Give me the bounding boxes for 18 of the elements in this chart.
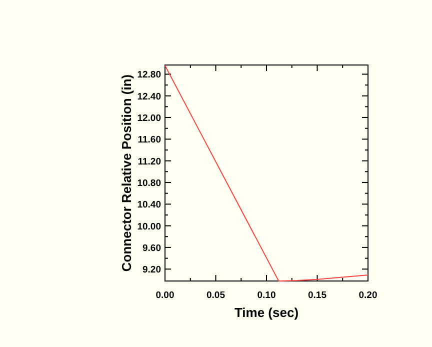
y-tick-label: 11.20: [138, 156, 161, 168]
y-tick-label: 10.80: [137, 178, 161, 189]
y-tick-label: 12.40: [137, 91, 161, 102]
y-tick-label: 12.80: [137, 70, 161, 81]
y-tick-label: 12.00: [137, 113, 161, 124]
y-tick-label: 10.40: [137, 200, 161, 211]
y-tick-label: 10.00: [137, 221, 161, 232]
x-tick-label: 0.20: [358, 290, 378, 301]
y-tick-label: 9.20: [142, 264, 161, 276]
x-tick-label: 0.05: [206, 290, 226, 301]
x-tick-label: 0.15: [308, 290, 328, 301]
y-tick-label: 9.60: [142, 242, 161, 254]
x-tick-label: 0.00: [156, 290, 174, 301]
x-axis-title: Time (sec): [234, 305, 299, 320]
line-series: [164, 65, 368, 282]
x-tick-label: 0.10: [257, 290, 276, 301]
y-tick-label: 11.60: [138, 134, 161, 146]
y-axis-title: Connector Relative Position (in): [119, 74, 134, 272]
